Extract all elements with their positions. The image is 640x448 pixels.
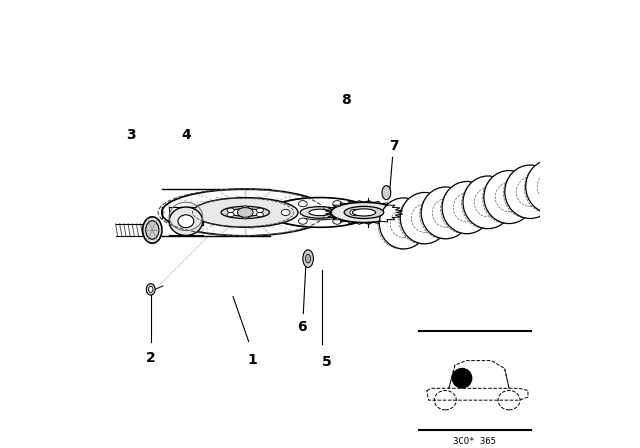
- Text: 3: 3: [126, 129, 136, 142]
- Ellipse shape: [169, 207, 203, 236]
- Ellipse shape: [221, 207, 269, 219]
- Ellipse shape: [309, 209, 331, 215]
- Ellipse shape: [178, 215, 194, 228]
- Text: 8: 8: [342, 93, 351, 107]
- Ellipse shape: [484, 171, 534, 224]
- Ellipse shape: [227, 208, 234, 212]
- Ellipse shape: [350, 209, 358, 215]
- Ellipse shape: [300, 207, 340, 218]
- Ellipse shape: [303, 250, 314, 267]
- Text: 7: 7: [389, 139, 399, 153]
- Ellipse shape: [143, 217, 162, 243]
- Text: 3CO* 365: 3CO* 365: [454, 437, 497, 446]
- Ellipse shape: [269, 198, 371, 227]
- Ellipse shape: [257, 212, 264, 217]
- Ellipse shape: [380, 198, 428, 249]
- Ellipse shape: [257, 208, 264, 212]
- Circle shape: [452, 369, 472, 388]
- Ellipse shape: [331, 202, 397, 223]
- Ellipse shape: [230, 209, 260, 216]
- Ellipse shape: [442, 181, 492, 234]
- Ellipse shape: [344, 207, 384, 219]
- Ellipse shape: [242, 215, 249, 219]
- Ellipse shape: [282, 209, 290, 215]
- Ellipse shape: [353, 209, 376, 216]
- Ellipse shape: [505, 165, 556, 219]
- Ellipse shape: [463, 176, 513, 228]
- Ellipse shape: [333, 218, 342, 224]
- Ellipse shape: [148, 286, 153, 293]
- Text: 6: 6: [297, 320, 307, 334]
- Ellipse shape: [147, 284, 155, 295]
- Ellipse shape: [162, 189, 329, 236]
- Ellipse shape: [267, 198, 368, 227]
- Ellipse shape: [298, 201, 307, 207]
- Ellipse shape: [146, 221, 159, 239]
- Ellipse shape: [298, 218, 307, 224]
- Text: 5: 5: [322, 355, 332, 369]
- Text: 4: 4: [181, 129, 191, 142]
- Ellipse shape: [333, 201, 342, 207]
- Text: 2: 2: [146, 351, 156, 365]
- Ellipse shape: [305, 254, 311, 263]
- Ellipse shape: [547, 154, 598, 208]
- Ellipse shape: [227, 212, 234, 217]
- Ellipse shape: [237, 207, 253, 217]
- Ellipse shape: [525, 159, 577, 213]
- Ellipse shape: [400, 193, 449, 244]
- Ellipse shape: [242, 206, 249, 211]
- Text: 1: 1: [247, 353, 257, 367]
- Ellipse shape: [421, 187, 470, 239]
- Ellipse shape: [193, 198, 298, 227]
- Ellipse shape: [383, 212, 399, 234]
- Ellipse shape: [382, 185, 391, 200]
